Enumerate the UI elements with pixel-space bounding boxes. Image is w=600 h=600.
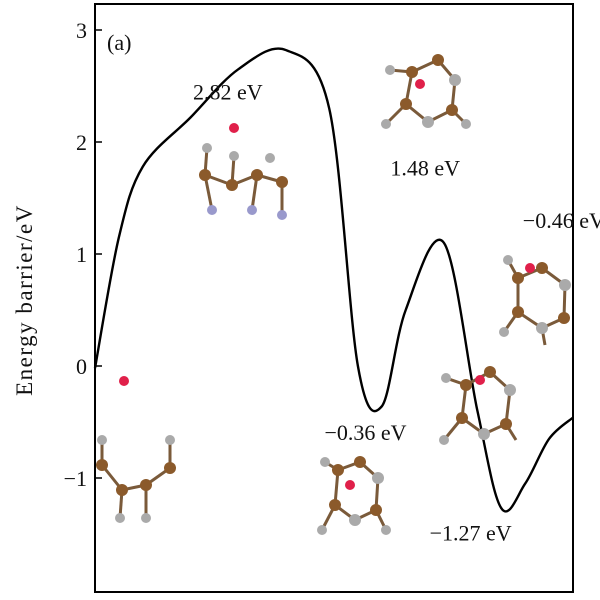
annotations: 2.82 eV 1.48 eV −0.46 eV −0.36 eV −1.27 eV — [193, 79, 600, 545]
molecule-initial-state — [96, 376, 176, 523]
molecule-intermediate-2 — [439, 366, 518, 445]
energy-annotation: −0.46 eV — [523, 208, 600, 233]
y-tick-label: 1 — [76, 242, 87, 267]
energy-profile-line — [93, 47, 574, 513]
y-tick-label: −1 — [64, 466, 87, 491]
series-group — [93, 47, 574, 513]
energy-annotation: −0.36 eV — [324, 420, 406, 445]
energy-annotation: 2.82 eV — [193, 79, 263, 104]
molecule-structures — [96, 54, 571, 535]
y-tick-label: 3 — [76, 18, 87, 43]
y-tick-label: 0 — [76, 354, 87, 379]
molecule-intermediate-1 — [317, 456, 391, 535]
molecule-transition-state-1 — [199, 123, 288, 220]
molecule-final-state — [499, 255, 571, 346]
panel-label: (a) — [107, 30, 131, 55]
energy-annotation: −1.27 eV — [430, 521, 512, 546]
energy-annotation: 1.48 eV — [390, 156, 460, 181]
plot-frame — [94, 3, 574, 593]
y-ticks: −1 0 1 2 3 — [64, 18, 102, 491]
molecule-transition-state-2 — [381, 54, 471, 129]
y-tick-label: 2 — [76, 130, 87, 155]
y-axis-label: Energy barrier/eV — [12, 204, 37, 396]
